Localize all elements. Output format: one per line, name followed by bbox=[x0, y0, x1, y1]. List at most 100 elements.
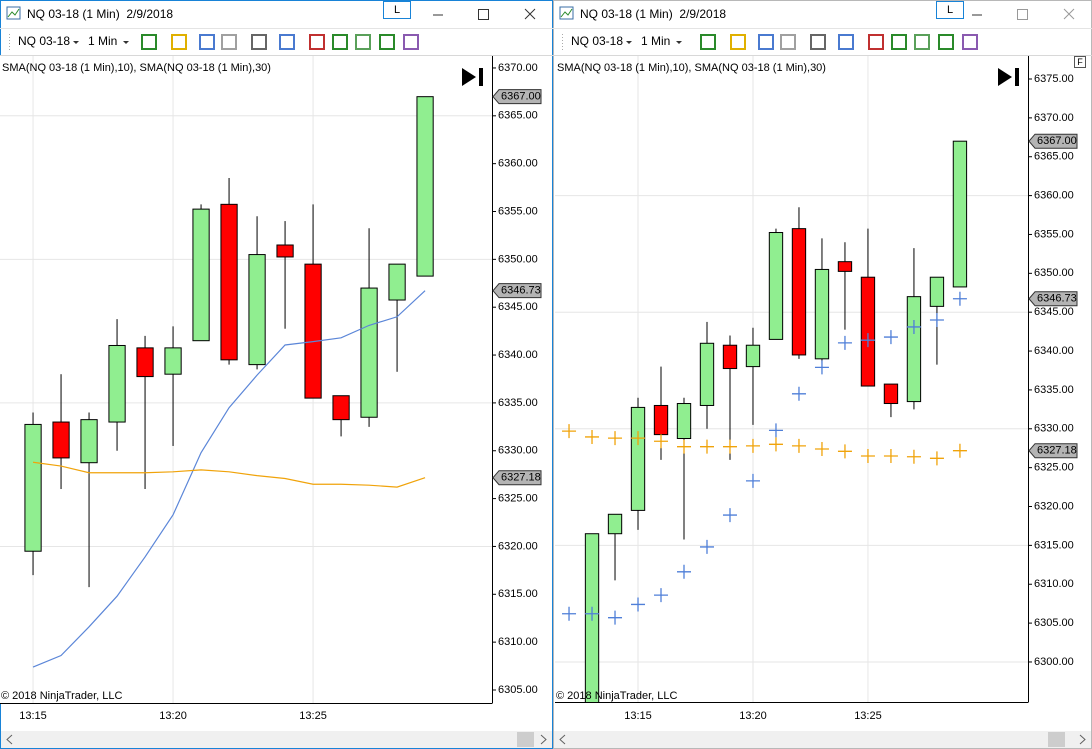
toolbar-icon[interactable] bbox=[938, 34, 954, 50]
y-tick-label: 6340.00 bbox=[1034, 345, 1074, 357]
candle-body bbox=[883, 383, 899, 405]
price-marker bbox=[1028, 291, 1078, 307]
indicator-label: SMA(NQ 03-18 (1 Min),10), SMA(NQ 03-18 (… bbox=[557, 62, 826, 74]
indicator-cross bbox=[745, 438, 760, 453]
instrument-selector[interactable]: NQ 03-18 bbox=[18, 34, 70, 48]
toolbar-icon[interactable] bbox=[199, 34, 215, 50]
candle-body bbox=[80, 419, 98, 464]
indicator-cross bbox=[906, 449, 921, 464]
scrollbar-thumb[interactable] bbox=[1048, 732, 1065, 747]
dropdown-caret[interactable] bbox=[626, 41, 632, 44]
scroll-left[interactable] bbox=[559, 734, 566, 745]
scroll-right[interactable] bbox=[1079, 734, 1086, 745]
candle-body bbox=[837, 261, 853, 272]
toolbar-icon[interactable] bbox=[780, 34, 796, 50]
price-marker bbox=[1028, 133, 1078, 149]
chart-window[interactable]: NQ 03-18 (1 Min) 2/9/2018 L NQ 03-18 1 Min 1… bbox=[553, 0, 1092, 749]
close-button[interactable] bbox=[524, 8, 536, 20]
x-tick-label: 13:15 bbox=[19, 710, 47, 722]
toolbar-icon[interactable] bbox=[758, 34, 774, 50]
window-icon-line bbox=[560, 8, 573, 18]
indicator-cross bbox=[585, 429, 600, 444]
toolbar-icon[interactable] bbox=[730, 34, 746, 50]
indicator-cross bbox=[837, 444, 852, 459]
y-tick-label: 6355.00 bbox=[498, 205, 538, 217]
play-end-icon[interactable] bbox=[998, 68, 1019, 86]
toolbar-icon[interactable] bbox=[403, 34, 419, 50]
candle-body bbox=[276, 244, 294, 258]
x-tick-label: 13:20 bbox=[159, 710, 187, 722]
toolbar-icon[interactable] bbox=[379, 34, 395, 50]
y-tick-label: 6355.00 bbox=[1034, 228, 1074, 240]
toolbar-icon[interactable] bbox=[171, 34, 187, 50]
toolbar-icon[interactable] bbox=[868, 34, 884, 50]
y-tick-label: 6365.00 bbox=[1034, 151, 1074, 163]
toolbar-icon[interactable] bbox=[355, 34, 371, 50]
y-tick-label: 6315.00 bbox=[498, 588, 538, 600]
toolbar-icon[interactable] bbox=[914, 34, 930, 50]
dropdown-caret[interactable] bbox=[676, 41, 682, 44]
plot-area bbox=[0, 56, 492, 703]
indicator-cross bbox=[768, 437, 783, 452]
candle-body bbox=[860, 276, 876, 387]
indicator-cross bbox=[860, 448, 875, 463]
scrollbar-thumb[interactable] bbox=[517, 732, 534, 747]
candle-body bbox=[24, 423, 42, 552]
toolbar-icon[interactable] bbox=[141, 34, 157, 50]
toolbar-icon[interactable] bbox=[810, 34, 826, 50]
maximize-button[interactable] bbox=[1017, 9, 1028, 20]
link-button[interactable] bbox=[936, 1, 964, 19]
indicator-cross bbox=[562, 424, 577, 439]
link-button-label[interactable]: L bbox=[394, 4, 400, 16]
close-button[interactable] bbox=[1063, 8, 1075, 20]
toolbar-icon[interactable] bbox=[309, 34, 325, 50]
candle-body bbox=[814, 268, 830, 360]
copyright: © 2018 NinjaTrader, LLC bbox=[1, 690, 122, 702]
window-title: NQ 03-18 (1 Min) 2/9/2018 bbox=[580, 7, 726, 21]
y-tick-label: 6350.00 bbox=[1034, 267, 1074, 279]
interval-selector[interactable]: 1 Min bbox=[641, 34, 670, 48]
plot-background bbox=[0, 56, 492, 703]
dropdown-caret[interactable] bbox=[73, 41, 79, 44]
toolbar-icon[interactable] bbox=[962, 34, 978, 50]
indicator-cross bbox=[929, 451, 944, 466]
toolbar-icon[interactable] bbox=[891, 34, 907, 50]
scroll-right[interactable] bbox=[540, 734, 547, 745]
scrollbar-track[interactable] bbox=[554, 731, 1091, 748]
axis-button-label[interactable]: F bbox=[1077, 57, 1083, 67]
axis-button[interactable] bbox=[1074, 56, 1086, 68]
price-marker-label: 6346.73 bbox=[501, 285, 541, 297]
toolbar-icon[interactable] bbox=[279, 34, 295, 50]
indicator-cross bbox=[883, 448, 898, 463]
indicator-cross bbox=[883, 330, 898, 345]
dropdown-caret[interactable] bbox=[123, 41, 129, 44]
candle-body bbox=[607, 513, 623, 535]
price-marker bbox=[492, 283, 542, 299]
link-button[interactable] bbox=[383, 1, 411, 19]
maximize-button[interactable] bbox=[478, 9, 489, 20]
scrollbar-track[interactable] bbox=[1, 731, 552, 748]
play-end-icon[interactable] bbox=[462, 68, 483, 86]
chart-window[interactable]: NQ 03-18 (1 Min) 2/9/2018 L NQ 03-18 1 Min 1… bbox=[0, 0, 553, 749]
indicator-cross bbox=[952, 443, 967, 458]
toolbar-icon[interactable] bbox=[838, 34, 854, 50]
toolbar-icon[interactable] bbox=[251, 34, 267, 50]
toolbar-icon[interactable] bbox=[221, 34, 237, 50]
interval-selector[interactable]: 1 Min bbox=[88, 34, 117, 48]
candle-body bbox=[722, 344, 738, 370]
instrument-selector[interactable]: NQ 03-18 bbox=[571, 34, 623, 48]
y-tick-label: 6320.00 bbox=[498, 540, 538, 552]
y-tick-label: 6310.00 bbox=[1034, 578, 1074, 590]
scroll-left[interactable] bbox=[6, 734, 13, 745]
y-tick-label: 6360.00 bbox=[498, 158, 538, 170]
plot-area bbox=[555, 56, 1028, 702]
toolbar-icon[interactable] bbox=[700, 34, 716, 50]
y-tick-label: 6320.00 bbox=[1034, 500, 1074, 512]
window-title: NQ 03-18 (1 Min) 2/9/2018 bbox=[27, 7, 173, 21]
y-tick-label: 6350.00 bbox=[498, 253, 538, 265]
candle-body bbox=[304, 263, 322, 399]
candle-body bbox=[929, 276, 945, 307]
link-button-label[interactable]: L bbox=[947, 4, 953, 16]
toolbar-icon[interactable] bbox=[332, 34, 348, 50]
